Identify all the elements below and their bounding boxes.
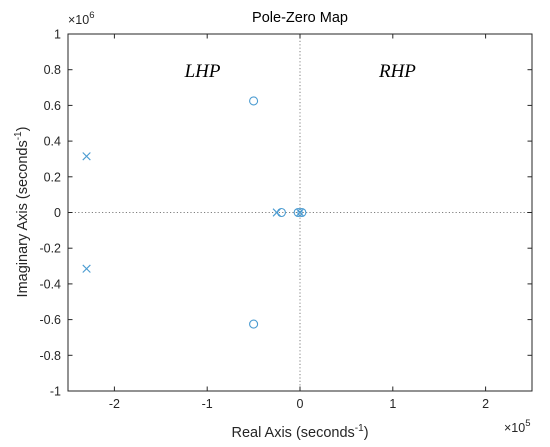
x-axis-label-text: Real Axis (seconds — [231, 425, 354, 441]
plot-frame — [67, 33, 533, 392]
x-multiplier-exponent: 5 — [525, 418, 530, 429]
y-axis-label: Imaginary Axis (seconds-1) — [13, 127, 31, 298]
y-tick-label: 0 — [54, 206, 61, 220]
x-axis-label-superscript: -1 — [355, 423, 364, 434]
y-axis-multiplier: ×106 — [68, 10, 95, 27]
x-tick-label: 0 — [297, 397, 304, 411]
x-axis-multiplier: ×105 — [504, 418, 531, 435]
x-multiplier-base: ×10 — [504, 421, 525, 435]
x-axis-label: Real Axis (seconds-1) — [231, 423, 368, 441]
y-tick-label: 0.2 — [44, 170, 61, 184]
chart-title: Pole-Zero Map — [252, 10, 348, 26]
x-axis-label-end: ) — [364, 425, 369, 441]
y-tick-label: 0.8 — [44, 63, 61, 77]
x-tick-label: 2 — [482, 397, 489, 411]
y-tick-label: -0.4 — [39, 277, 61, 291]
region-label-rhp: RHP — [378, 61, 416, 82]
zero-marker — [297, 207, 307, 218]
pole-marker — [82, 264, 91, 273]
zero-marker — [276, 207, 286, 218]
pole-markers — [82, 152, 305, 273]
x-tick-label: 1 — [389, 397, 396, 411]
y-axis-label-superscript: -1 — [13, 131, 24, 140]
x-tick-label: -2 — [109, 397, 120, 411]
region-annotations: LHP RHP — [184, 61, 417, 82]
region-label-lhp: LHP — [184, 61, 221, 82]
y-tick-label: -0.8 — [39, 349, 61, 363]
zero-markers — [249, 96, 307, 329]
y-tick-label: 0.6 — [44, 99, 61, 113]
zero-marker — [293, 207, 303, 218]
y-multiplier-base: ×10 — [68, 13, 89, 27]
x-axis-ticks: -2 -1 0 1 2 — [109, 34, 489, 411]
zero-marker — [249, 319, 259, 329]
x-tick-label: -1 — [202, 397, 213, 411]
pole-marker — [82, 152, 91, 161]
y-axis-label-end: ) — [15, 127, 31, 132]
y-axis-label-text: Imaginary Axis (seconds — [15, 140, 31, 297]
y-tick-label: -0.6 — [39, 313, 61, 327]
y-multiplier-exponent: 6 — [89, 10, 94, 21]
y-tick-label: 1 — [54, 28, 61, 42]
y-axis-ticks: 1 0.8 0.6 0.4 0.2 0 -0.2 -0.4 -0.6 -0.8 -1 — [39, 28, 532, 399]
pole-marker — [272, 208, 281, 217]
y-tick-label: 0.4 — [44, 135, 61, 149]
y-tick-label: -1 — [50, 385, 61, 399]
pole-marker — [295, 208, 305, 217]
zero-marker — [249, 96, 259, 106]
y-tick-label: -0.2 — [39, 242, 61, 256]
